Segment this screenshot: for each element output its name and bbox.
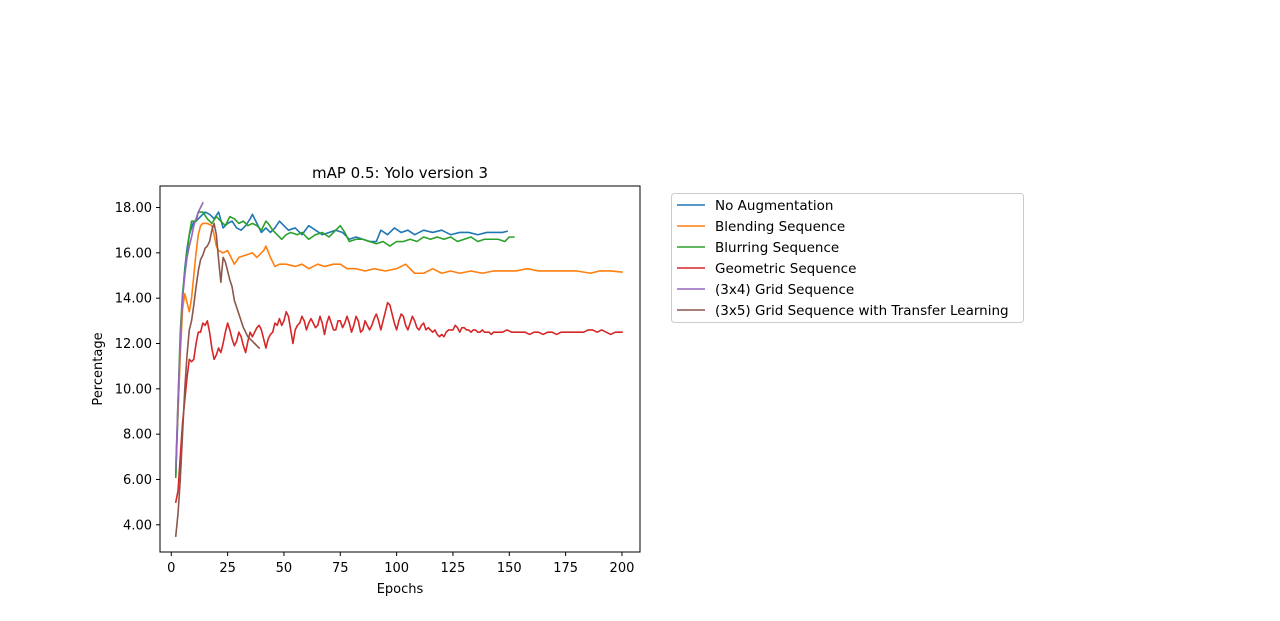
series-line-1 [174,222,623,469]
x-tick-label: 100 [384,561,409,576]
y-tick-label: 6.00 [123,473,152,488]
legend-frame [671,193,1024,323]
plot-frame [159,185,641,553]
series-line-2 [174,211,515,479]
x-tick-label: 175 [553,561,578,576]
x-axis: 0 25 50 75 100 125 150 175 200 [167,552,634,576]
y-axis-label: Percentage [91,332,106,405]
series-line-3 [174,301,623,504]
y-tick-label: 16.00 [115,246,152,261]
y-axis: 4.00 6.00 8.00 10.00 12.00 14.00 16.00 18.00 [115,201,160,533]
legend-entry-label: Blurring Sequence [715,240,839,256]
series-line-4 [174,201,204,469]
x-tick-label: 75 [332,561,349,576]
series-line-0 [174,211,509,476]
legend-entry-label: (3x4) Grid Sequence [715,282,854,298]
legend-entry-label: (3x5) Grid Sequence with Transfer Learni… [715,303,1009,319]
legend-entry-label: Geometric Sequence [715,261,856,277]
x-axis-label: Epochs [377,582,424,597]
y-tick-label: 10.00 [115,382,152,397]
x-tick-label: 200 [610,561,635,576]
x-tick-label: 0 [167,561,175,576]
legend-entry-label: No Augmentation [715,198,833,214]
series-layer [174,201,623,538]
legend-entry-label: Blending Sequence [715,219,845,235]
x-tick-label: 50 [276,561,293,576]
y-tick-label: 14.00 [115,292,152,307]
legend: No Augmentation Blending Sequence Blurring… [671,193,1024,323]
y-tick-label: 18.00 [115,201,152,216]
x-tick-label: 125 [441,561,466,576]
y-tick-label: 12.00 [115,337,152,352]
chart-title: mAP 0.5: Yolo version 3 [312,164,488,182]
x-tick-label: 25 [219,561,236,576]
y-tick-label: 8.00 [123,428,152,443]
y-tick-label: 4.00 [123,518,152,533]
series-line-5 [174,222,261,538]
x-tick-label: 150 [497,561,522,576]
